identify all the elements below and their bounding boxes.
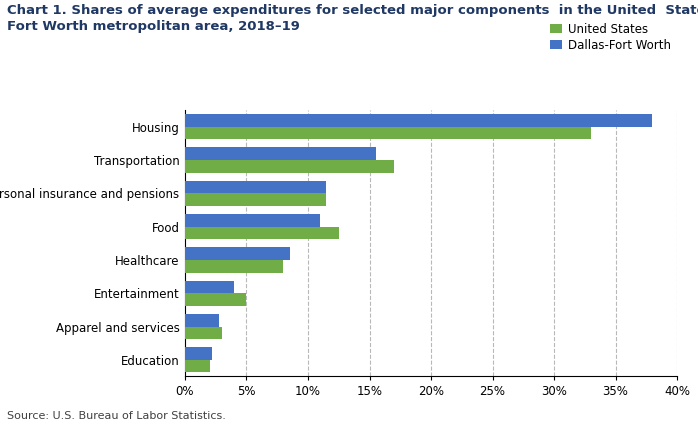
Bar — [185, 247, 290, 260]
Bar — [185, 160, 394, 173]
Bar — [185, 314, 219, 327]
Bar — [185, 126, 591, 139]
Bar — [185, 360, 209, 373]
Bar — [185, 227, 339, 239]
Bar — [185, 214, 320, 227]
Bar — [185, 280, 234, 293]
Text: Chart 1. Shares of average expenditures for selected major components  in the Un: Chart 1. Shares of average expenditures … — [7, 4, 698, 33]
Bar — [185, 293, 246, 306]
Bar — [185, 147, 376, 160]
Bar — [185, 193, 327, 206]
Text: Source: U.S. Bureau of Labor Statistics.: Source: U.S. Bureau of Labor Statistics. — [7, 411, 226, 421]
Bar — [185, 181, 327, 193]
Legend: United States, Dallas-Fort Worth: United States, Dallas-Fort Worth — [551, 22, 671, 52]
Bar — [185, 347, 212, 360]
Bar — [185, 260, 283, 272]
Bar — [185, 114, 653, 126]
Bar — [185, 327, 222, 339]
